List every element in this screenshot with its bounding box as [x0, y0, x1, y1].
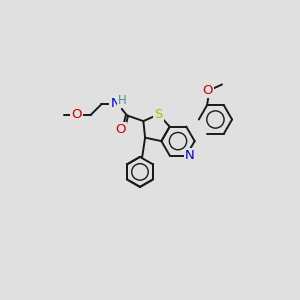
Text: O: O — [116, 123, 126, 136]
Text: O: O — [71, 108, 82, 121]
Text: O: O — [202, 84, 213, 97]
Text: H: H — [118, 94, 127, 106]
Text: N: N — [110, 97, 120, 110]
Text: N: N — [185, 149, 195, 162]
Text: S: S — [154, 108, 163, 121]
